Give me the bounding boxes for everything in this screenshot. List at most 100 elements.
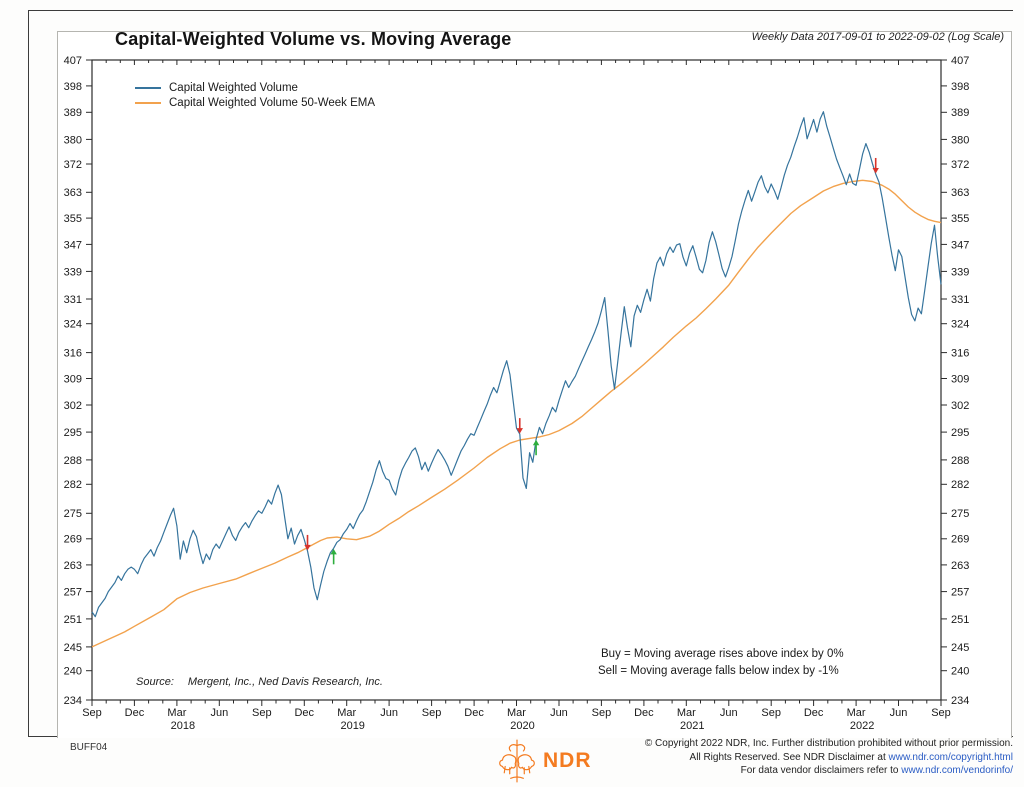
sell-arrow-icon	[872, 167, 879, 174]
chart-title: Capital-Weighted Volume vs. Moving Avera…	[115, 29, 512, 49]
x-axis-year-label: 2019	[340, 720, 364, 732]
y-axis-label: 355	[64, 213, 82, 225]
copyright-line3-text: For data vendor disclaimers refer to	[740, 765, 902, 776]
y-axis-label: 363	[64, 187, 82, 199]
y-axis-label: 347	[951, 239, 969, 251]
source-annotation: Source: Mergent, Inc., Ned Davis Research…	[136, 676, 383, 688]
copyright-line2-text: All Rights Reserved. See NDR Disclaimer …	[689, 751, 889, 763]
x-axis-label: Jun	[890, 707, 908, 719]
y-axis-label: 372	[951, 159, 969, 171]
x-axis-year-label: 2018	[171, 720, 195, 732]
y-axis-label: 355	[951, 213, 969, 225]
copyright-disclaimer-link[interactable]: www.ndr.com/copyright.html	[888, 751, 1014, 763]
y-axis-label: 269	[64, 534, 82, 546]
x-axis-year-label: 2020	[510, 720, 534, 732]
x-axis-label: Sep	[761, 707, 781, 719]
y-axis-label: 275	[64, 508, 82, 520]
y-axis-label: 251	[951, 614, 969, 626]
ema-line-swatch-icon	[135, 102, 161, 104]
y-axis-label: 339	[64, 266, 82, 278]
x-axis-label: Sep	[422, 707, 442, 719]
y-axis-label: 324	[64, 319, 82, 331]
y-axis-label: 302	[64, 400, 82, 412]
y-axis-label: 234	[64, 695, 82, 707]
x-axis-label: Sep	[82, 707, 102, 719]
x-axis-label: Jun	[550, 707, 568, 719]
legend-item-ema: Capital Weighted Volume 50-Week EMA	[135, 96, 375, 110]
ndr-logo-icon	[499, 739, 535, 783]
y-axis-label: 269	[951, 534, 969, 546]
y-axis-label: 398	[951, 81, 969, 93]
x-axis-year-label: 2021	[680, 720, 704, 732]
x-axis-label: Dec	[464, 707, 484, 719]
y-axis-label: 316	[64, 347, 82, 359]
x-axis-label: Dec	[804, 707, 824, 719]
y-axis-label: 331	[64, 294, 82, 306]
y-axis-label: 282	[64, 479, 82, 491]
y-axis-label: 295	[951, 427, 969, 439]
y-axis-label: 288	[951, 455, 969, 467]
x-axis-label: Mar	[167, 707, 186, 719]
y-axis-label: 275	[951, 508, 969, 520]
x-axis-label: Sep	[931, 707, 951, 719]
x-axis-label: Jun	[210, 707, 228, 719]
y-axis-label: 380	[64, 134, 82, 146]
source-label: Source:	[136, 676, 174, 688]
y-axis-label: 331	[951, 294, 969, 306]
x-axis-label: Dec	[634, 707, 654, 719]
chart-subtitle: Weekly Data 2017-09-01 to 2022-09-02 (Lo…	[751, 31, 1004, 43]
y-axis-label: 389	[951, 107, 969, 119]
y-axis-label: 240	[951, 666, 969, 678]
copyright-line2: All Rights Reserved. See NDR Disclaimer …	[645, 751, 1013, 765]
y-axis-label: 251	[64, 614, 82, 626]
legend-label-ema: Capital Weighted Volume 50-Week EMA	[169, 97, 376, 109]
sell-arrow-icon	[516, 428, 523, 434]
copyright-line3: For data vendor disclaimers refer to www…	[645, 764, 1013, 778]
price-chart-canvas: 407 407 398 398 389 389 380 380 372 372 363 363 355 3…	[64, 55, 970, 732]
copyright-block: © Copyright 2022 NDR, Inc. Further distr…	[645, 737, 1013, 778]
x-axis-label: Dec	[294, 707, 314, 719]
ndr-logo-text: NDR	[543, 749, 592, 772]
buy-rule-annotation: Buy = Moving average rises above index b…	[601, 648, 844, 660]
y-axis-label: 372	[64, 159, 82, 171]
y-axis-label: 339	[951, 266, 969, 278]
y-axis-label: 380	[951, 134, 969, 146]
y-axis-label: 347	[64, 239, 82, 251]
y-axis-label: 324	[951, 319, 969, 331]
y-axis-label: 407	[951, 55, 969, 67]
y-axis-label: 263	[64, 560, 82, 572]
y-axis-label: 263	[951, 560, 969, 572]
copyright-line1: © Copyright 2022 NDR, Inc. Further distr…	[644, 738, 1013, 749]
x-axis-label: Sep	[592, 707, 612, 719]
chart-panel	[57, 31, 1012, 738]
y-axis-label: 257	[64, 586, 82, 598]
top-frame-line	[28, 10, 1013, 11]
y-axis-label: 316	[951, 347, 969, 359]
vendor-disclaimer-link[interactable]: www.ndr.com/vendorinfo/	[901, 765, 1013, 776]
y-axis-label: 288	[64, 455, 82, 467]
y-axis-label: 389	[64, 107, 82, 119]
sell-arrow-icon	[304, 544, 311, 551]
chart-id-code: BUFF04	[70, 742, 108, 753]
x-axis-label: Dec	[125, 707, 145, 719]
y-axis-label: 407	[64, 55, 82, 67]
buy-arrow-icon	[330, 548, 337, 555]
y-axis-label: 309	[951, 373, 969, 385]
x-axis-label: Mar	[677, 707, 696, 719]
y-axis-label: 257	[951, 586, 969, 598]
y-axis-label: 398	[64, 81, 82, 93]
x-axis-year-label: 2022	[850, 720, 874, 732]
legend-label-volume: Capital Weighted Volume	[169, 82, 298, 94]
y-axis-label: 234	[951, 695, 969, 707]
y-axis-label: 309	[64, 373, 82, 385]
x-axis-label: Sep	[252, 707, 272, 719]
y-axis-label: 282	[951, 479, 969, 491]
buy-arrow-icon	[532, 439, 540, 446]
x-axis-label: Jun	[720, 707, 738, 719]
sell-rule-annotation: Sell = Moving average falls below index …	[598, 665, 839, 677]
ema-series-line	[91, 179, 942, 648]
x-axis-label: Mar	[847, 707, 866, 719]
x-axis-label: Jun	[380, 707, 398, 719]
x-axis-label: Mar	[507, 707, 526, 719]
